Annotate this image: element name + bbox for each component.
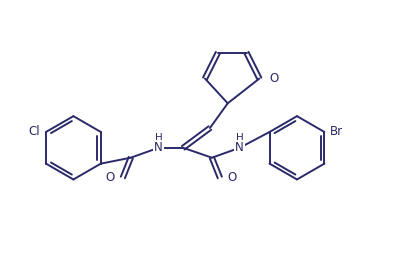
Text: O: O [105, 171, 115, 184]
Text: N: N [234, 141, 243, 154]
Text: H: H [235, 133, 243, 143]
Text: O: O [227, 171, 237, 184]
Text: O: O [269, 72, 278, 85]
Text: Cl: Cl [28, 126, 40, 139]
Text: N: N [154, 141, 162, 154]
Text: H: H [154, 133, 162, 143]
Text: Br: Br [330, 126, 343, 139]
